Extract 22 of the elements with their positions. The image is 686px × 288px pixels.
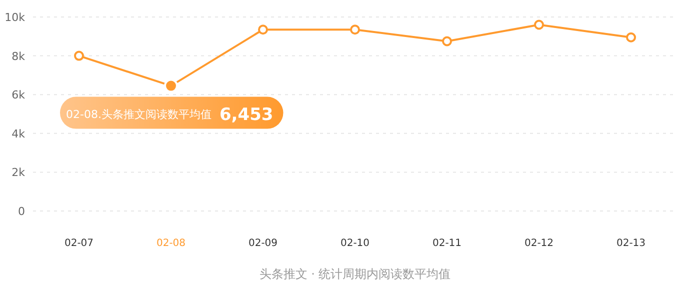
x-tick-label: 02-09 [248,238,278,249]
y-tick-label: 4k [12,127,26,140]
point [442,36,452,46]
x-axis-title: 头条推文 · 统计周期内阅读数平均值 [259,267,451,281]
point [626,32,636,42]
x-tick-label: 02-08 [156,238,186,249]
x-tick-label: 02-12 [524,238,554,249]
point [534,20,544,30]
annotation: 6,453 [219,104,274,125]
x-tick-label: 02-13 [616,238,646,249]
point [350,24,360,35]
y-tick-label: 8k [12,50,26,63]
point [258,24,268,35]
y-tick-label: 6k [12,88,26,102]
y-tick-label: 2k [12,166,26,180]
annotation: 02-08.头条推文阅读数平均值 [66,108,212,121]
x-tick-label: 02-10 [340,238,370,249]
point [74,50,84,61]
y-tick-label: 10k [4,11,26,24]
x-tick-label: 02-11 [432,238,462,249]
y-tick-label: 0 [18,205,25,218]
x-tick-label: 02-07 [64,238,94,249]
